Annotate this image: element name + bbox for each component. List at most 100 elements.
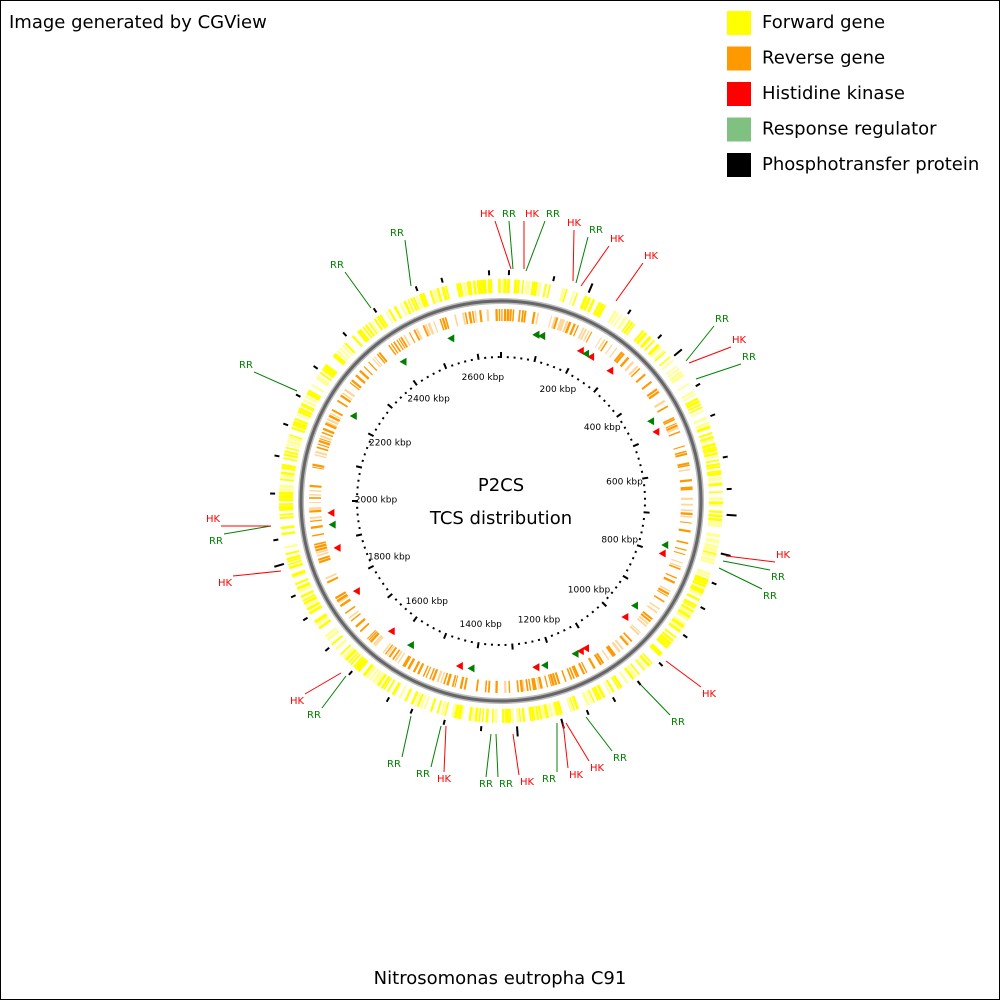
reverse-gene xyxy=(635,373,646,383)
forward-gene xyxy=(370,320,380,334)
reverse-gene xyxy=(402,655,411,667)
phosphotransfer-tick xyxy=(673,348,683,357)
forward-gene xyxy=(285,446,300,452)
reverse-gene xyxy=(629,625,640,636)
reverse-gene xyxy=(611,641,621,653)
forward-gene xyxy=(596,684,606,699)
forward-gene xyxy=(568,291,576,305)
reverse-gene xyxy=(532,677,537,691)
reverse-gene xyxy=(668,564,681,571)
reverse-gene xyxy=(528,678,532,691)
reverse-gene xyxy=(559,319,566,332)
ruler-tick xyxy=(537,638,541,642)
forward-gene xyxy=(279,512,294,516)
phosphotransfer-tick xyxy=(302,616,309,622)
callout-line xyxy=(580,245,610,287)
forward-gene xyxy=(696,568,711,576)
forward-gene xyxy=(291,426,306,434)
ruler-tick xyxy=(450,635,454,638)
forward-gene xyxy=(705,537,720,542)
forward-gene xyxy=(315,376,329,387)
reverse-gene xyxy=(566,668,573,680)
forward-gene xyxy=(415,295,424,310)
forward-gene xyxy=(667,367,680,378)
forward-gene xyxy=(410,690,419,705)
forward-gene xyxy=(462,281,469,297)
forward-gene xyxy=(339,347,351,359)
reverse-gene xyxy=(325,421,338,428)
reverse-gene xyxy=(536,677,540,690)
reverse-gene xyxy=(400,336,408,348)
forward-gene xyxy=(376,673,387,687)
ruler-tick xyxy=(636,544,644,548)
forward-gene xyxy=(534,705,540,721)
callout-label: RR xyxy=(307,710,321,721)
callout-label: RR xyxy=(771,572,785,583)
forward-gene xyxy=(533,281,539,296)
phosphotransfer-tick xyxy=(372,307,378,313)
forward-gene xyxy=(610,312,620,325)
reverse-gene xyxy=(677,464,690,469)
reverse-gene xyxy=(679,521,692,524)
reverse-gene xyxy=(425,666,432,678)
feature-marker xyxy=(532,663,540,672)
forward-gene xyxy=(690,583,705,593)
ruler-tick xyxy=(556,631,560,635)
phosphotransfer-tick xyxy=(348,670,353,676)
reverse-gene xyxy=(322,427,335,435)
forward-gene xyxy=(530,281,536,296)
forward-gene xyxy=(380,675,391,689)
callout-label: HK xyxy=(610,234,625,245)
forward-gene xyxy=(489,279,493,294)
reverse-gene xyxy=(646,605,658,614)
legend-label: Forward gene xyxy=(762,12,885,33)
reverse-gene xyxy=(486,309,490,322)
reverse-gene xyxy=(519,679,524,692)
forward-gene xyxy=(472,280,477,295)
forward-gene xyxy=(654,351,666,362)
callout-label: RR xyxy=(390,228,404,239)
ruler-label: 400 kbp xyxy=(584,423,621,433)
feature-marker xyxy=(532,330,540,339)
callout-line xyxy=(722,560,771,571)
forward-gene xyxy=(696,571,710,579)
reverse-gene xyxy=(549,673,555,686)
forward-gene xyxy=(445,285,451,300)
reverse-gene xyxy=(605,646,615,658)
forward-gene xyxy=(418,293,427,308)
forward-gene xyxy=(701,442,716,450)
reverse-gene xyxy=(330,412,342,420)
reverse-gene xyxy=(646,388,658,397)
reverse-gene xyxy=(427,322,435,335)
forward-gene xyxy=(281,530,296,536)
forward-gene xyxy=(350,653,362,666)
forward-gene xyxy=(482,279,487,294)
reverse-gene xyxy=(359,369,370,380)
forward-gene xyxy=(478,707,482,723)
forward-gene xyxy=(692,579,707,588)
forward-gene xyxy=(690,410,705,418)
forward-gene xyxy=(683,598,698,608)
legend-label: Phosphotransfer protein xyxy=(762,154,979,175)
reverse-gene xyxy=(659,585,671,593)
reverse-gene xyxy=(337,595,349,604)
phosphotransfer-tick xyxy=(295,393,301,398)
forward-gene xyxy=(629,663,641,676)
forward-gene xyxy=(610,676,620,690)
callout-line xyxy=(512,733,520,776)
reverse-gene xyxy=(386,645,395,656)
forward-gene xyxy=(669,370,683,382)
reverse-gene xyxy=(314,454,327,459)
ruler-tick xyxy=(635,450,638,454)
forward-gene xyxy=(280,471,295,476)
forward-gene xyxy=(707,471,722,477)
callout-label: HK xyxy=(732,335,747,346)
reverse-gene xyxy=(349,382,360,391)
forward-gene xyxy=(682,393,696,402)
forward-gene xyxy=(661,359,674,371)
ruler-tick xyxy=(399,396,403,400)
phosphotransfer-tick xyxy=(273,538,279,542)
forward-gene xyxy=(286,443,301,449)
forward-gene xyxy=(587,689,596,703)
reverse-gene xyxy=(314,543,327,549)
